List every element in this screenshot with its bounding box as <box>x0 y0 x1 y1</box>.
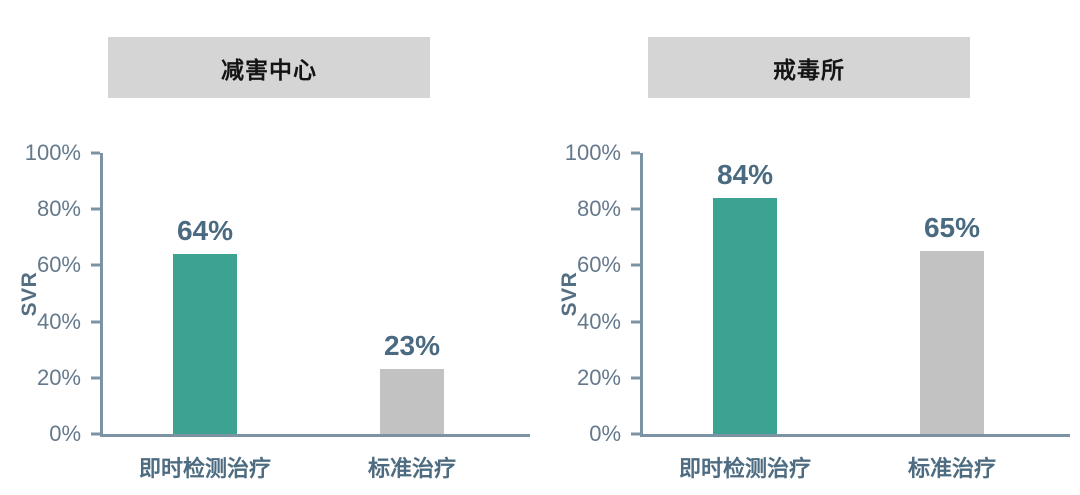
chart-title: 减害中心 <box>221 56 317 83</box>
category-label: 即时检测治疗 <box>678 456 811 481</box>
chart-title-box: 戒毒所 <box>648 37 970 98</box>
panel-harm-reduction-center: 减害中心 SVR 100% 80% 60% 40% 20% 0% 64% 23% <box>18 37 530 481</box>
bar-instant-test-treatment: 64% <box>173 215 237 434</box>
y-tick-mark <box>91 432 100 436</box>
bar-value-label: 84% <box>716 158 774 190</box>
y-tick-label: 60% <box>36 252 81 278</box>
y-tick-label: 80% <box>576 196 621 222</box>
y-tick-mark <box>91 320 100 324</box>
category-label: 标准治疗 <box>907 456 996 481</box>
plot-area: 100% 80% 60% 40% 20% 0% 84% 65% 即时检测治疗 标… <box>565 140 1070 481</box>
y-tick-label: 40% <box>576 308 621 334</box>
y-tick-mark <box>91 151 100 155</box>
bar-rect <box>380 369 444 434</box>
y-tick-mark <box>631 151 640 155</box>
y-tick-label: 20% <box>576 364 621 390</box>
bar-standard-treatment: 23% <box>380 330 444 434</box>
y-tick-label: 60% <box>576 252 621 278</box>
y-tick-label: 20% <box>36 364 81 390</box>
y-tick-label: 80% <box>36 196 81 222</box>
bar-rect <box>173 254 237 434</box>
plot-area: 100% 80% 60% 40% 20% 0% 64% 23% 即时检测治疗 标… <box>25 140 530 481</box>
y-tick-label: 0% <box>589 421 621 446</box>
bar-rect <box>713 197 777 434</box>
y-tick-mark <box>631 207 640 211</box>
category-label: 标准治疗 <box>367 456 456 481</box>
bar-value-label: 65% <box>923 212 981 244</box>
y-tick-mark <box>631 263 640 267</box>
chart-title-box: 减害中心 <box>108 37 430 98</box>
y-tick-mark <box>631 432 640 436</box>
y-tick-mark <box>631 376 640 380</box>
bar-rect <box>920 251 984 434</box>
bar-value-label: 23% <box>383 330 441 362</box>
y-tick-mark <box>91 207 100 211</box>
y-tick-mark <box>91 376 100 380</box>
y-tick-label: 100% <box>24 140 81 165</box>
y-tick-label: 100% <box>564 140 621 165</box>
y-tick-label: 0% <box>49 421 81 446</box>
bar-standard-treatment: 65% <box>920 212 984 434</box>
bar-instant-test-treatment: 84% <box>713 159 777 434</box>
chart-title: 戒毒所 <box>773 56 845 83</box>
y-tick-label: 40% <box>36 308 81 334</box>
bar-value-label: 64% <box>176 215 234 247</box>
y-tick-mark <box>631 320 640 324</box>
category-label: 即时检测治疗 <box>138 456 271 481</box>
y-tick-mark <box>91 263 100 267</box>
panel-detox-center: 戒毒所 SVR 100% 80% 60% 40% 20% 0% 84% 65% <box>540 0 1080 495</box>
